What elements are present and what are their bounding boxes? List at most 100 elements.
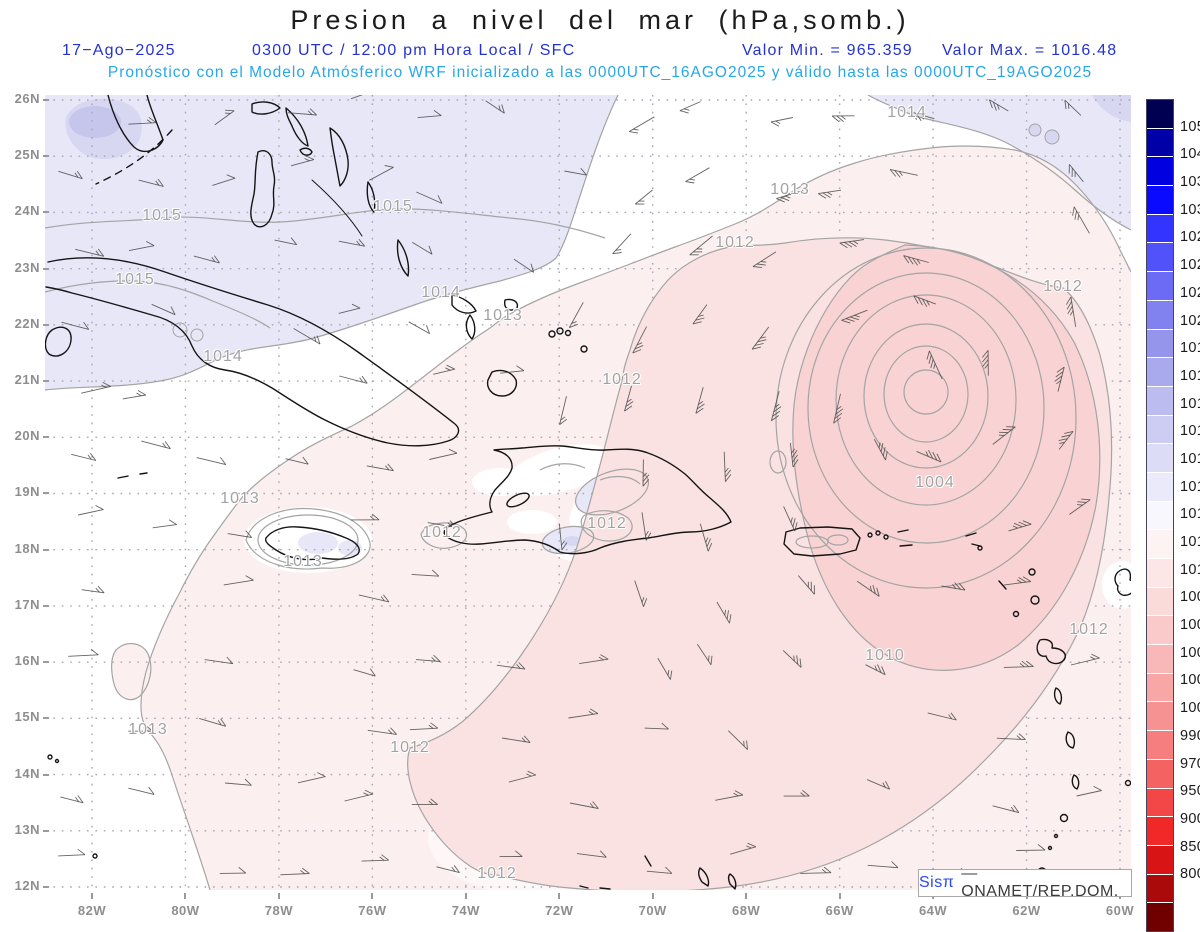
lon-tick-mark [558, 893, 560, 899]
colorbar-tick-label: 900 [1180, 811, 1200, 827]
lat-tick-mark [43, 774, 49, 776]
colorbar-tick-label: 1050 [1180, 119, 1200, 135]
contour-label: 1012 [422, 524, 462, 542]
lon-tick-label: 64W [911, 903, 955, 918]
lat-tick-mark [43, 436, 49, 438]
credit-brand: Sisπ [919, 874, 954, 892]
lat-tick-label: 16N [4, 653, 40, 668]
lon-tick-label: 70W [631, 903, 675, 918]
colorbar-tick-label: 950 [1180, 783, 1200, 799]
lon-tick-label: 82W [70, 903, 114, 918]
colorbar-tick-label: 1022 [1180, 285, 1200, 301]
lat-tick-label: 24N [4, 203, 40, 218]
colorbar-tick-label: 1015 [1180, 451, 1200, 467]
colorbar-block [1147, 473, 1173, 502]
colorbar-block [1147, 645, 1173, 674]
lat-tick-mark [43, 380, 49, 382]
colorbar-block [1147, 702, 1173, 731]
contour-label: 1012 [715, 234, 755, 252]
contour-label: 1013 [283, 553, 323, 571]
colorbar-tick-label: 1010 [1180, 562, 1200, 578]
colorbar-tick-label: 1028 [1180, 229, 1200, 245]
lat-tick-mark [43, 268, 49, 270]
colorbar-tick-label: 1016 [1180, 423, 1200, 439]
colorbar-tick-label: 1002 [1180, 672, 1200, 688]
lat-tick-mark [43, 99, 49, 101]
colorbar-block [1147, 444, 1173, 473]
colorbar-tick-label: 990 [1180, 728, 1200, 744]
lon-tick-label: 74W [444, 903, 488, 918]
contour-label: 1012 [602, 371, 642, 389]
colorbar-tick-label: 1008 [1180, 589, 1200, 605]
colorbar-tick-label: 1019 [1180, 340, 1200, 356]
lon-tick-label: 78W [257, 903, 301, 918]
wind-barb-segment [709, 656, 710, 661]
contour-label: 1012 [587, 515, 627, 533]
lat-tick-mark [43, 324, 49, 326]
lat-tick-mark [43, 717, 49, 719]
wind-barb-segment [371, 85, 380, 88]
lat-tick-mark [43, 155, 49, 157]
colorbar-tick-label: 1018 [1180, 368, 1200, 384]
lat-tick-label: 23N [4, 260, 40, 275]
contour-label: 1013 [483, 307, 523, 325]
lat-tick-label: 19N [4, 484, 40, 499]
colorbar-block [1147, 530, 1173, 559]
lon-tick-label: 62W [1005, 903, 1049, 918]
lon-tick-label: 80W [163, 903, 207, 918]
colorbar-tick-label: 1006 [1180, 617, 1200, 633]
cuba-closed-contour-2 [191, 329, 203, 341]
contour-label: 1015 [115, 271, 155, 289]
wind-barb-segment [761, 262, 766, 263]
lat-tick-label: 15N [4, 709, 40, 724]
colorbar-tick-label: 850 [1180, 839, 1200, 855]
contour-label: 1013 [770, 181, 810, 199]
lon-tick-mark [184, 893, 186, 899]
right-edge-pale-patch [1102, 561, 1142, 609]
lat-tick-label: 18N [4, 541, 40, 556]
lon-tick-label: 72W [537, 903, 581, 918]
lon-tick-label: 68W [724, 903, 768, 918]
lat-tick-mark [43, 492, 49, 494]
contour-label: 1010 [865, 647, 905, 665]
colorbar-tick-label: 1040 [1180, 146, 1200, 162]
colorbar-tick-label: 1035 [1180, 174, 1200, 190]
lat-tick-label: 12N [4, 878, 40, 893]
wind-barb-segment [744, 741, 745, 747]
colorbar-block [1147, 129, 1173, 158]
colorbar-block [1147, 157, 1173, 186]
credit-box: Sisπ — ONAMET/REP.DOM. [918, 869, 1132, 897]
colorbar-block [1147, 817, 1173, 846]
colorbar-block [1147, 301, 1173, 330]
colorbar-tick-label: 1030 [1180, 202, 1200, 218]
colorbar-tick-label: 1025 [1180, 257, 1200, 273]
wind-barb-segment [1068, 103, 1069, 109]
lon-tick-mark [465, 893, 467, 899]
lon-tick-mark [652, 893, 654, 899]
colorbar-block [1147, 502, 1173, 531]
colorbar-block [1147, 760, 1173, 789]
colorbar-block [1147, 789, 1173, 818]
lat-tick-mark [43, 549, 49, 551]
wind-barb-segment [225, 110, 234, 111]
contour-label: 1015 [373, 198, 413, 216]
contour-label: 1014 [887, 104, 927, 122]
colorbar-tick-label: 1017 [1180, 396, 1200, 412]
colorbar-tick-label: 1004 [1180, 645, 1200, 661]
colorbar-tick-label: 1014 [1180, 479, 1200, 495]
colorbar-block [1147, 846, 1173, 875]
lon-tick-mark [745, 893, 747, 899]
lat-tick-mark [43, 830, 49, 832]
colorbar-block [1147, 186, 1173, 215]
contour-label: 1004 [915, 474, 955, 492]
lat-tick-mark [43, 886, 49, 888]
jamaica-lavender-1 [298, 532, 338, 554]
lon-tick-label: 66W [818, 903, 862, 918]
hispaniola-high-4 [507, 510, 557, 534]
lon-tick-label: 76W [350, 903, 394, 918]
contour-label: 1012 [477, 865, 517, 883]
contour-label: 1014 [203, 348, 243, 366]
lat-tick-mark [43, 605, 49, 607]
lat-tick-label: 20N [4, 428, 40, 443]
